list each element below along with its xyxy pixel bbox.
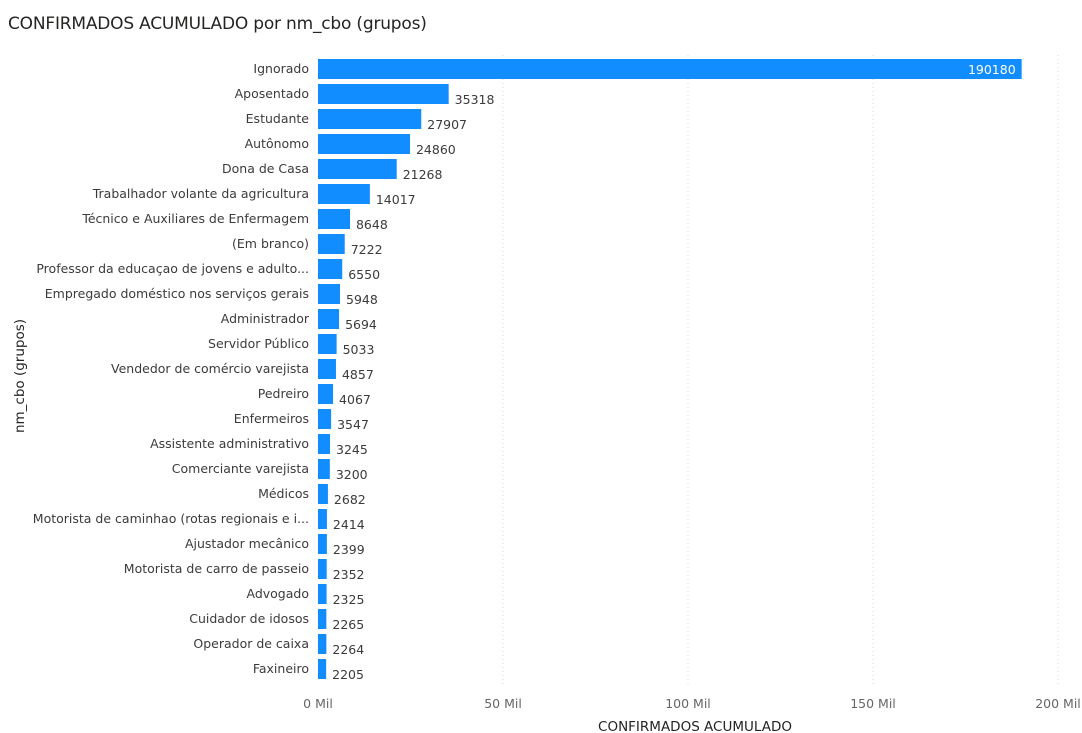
category-label: Motorista de caminhao (rotas regionais e… xyxy=(33,511,309,526)
x-tick-label: 150 Mil xyxy=(850,696,896,711)
category-label: Autônomo xyxy=(245,136,309,151)
bar[interactable] xyxy=(318,84,449,104)
x-axis-title: CONFIRMADOS ACUMULADO xyxy=(598,719,792,733)
category-label: Vendedor de comércio varejista xyxy=(111,361,309,376)
data-label: 2205 xyxy=(332,667,364,682)
bar[interactable] xyxy=(318,159,397,179)
bar[interactable] xyxy=(318,559,327,579)
category-label: Ignorado xyxy=(253,61,309,76)
bar[interactable] xyxy=(318,384,334,404)
bar[interactable] xyxy=(318,184,370,204)
category-label: Motorista de carro de passeio xyxy=(124,561,309,576)
category-label: Estudante xyxy=(246,111,310,126)
data-label: 4067 xyxy=(339,392,371,407)
data-label: 3547 xyxy=(337,417,369,432)
data-label: 8648 xyxy=(356,217,388,232)
data-label: 5033 xyxy=(343,342,375,357)
bar[interactable] xyxy=(318,534,327,554)
category-label: Trabalhador volante da agricultura xyxy=(92,186,309,201)
category-label: Assistente administrativo xyxy=(150,436,309,451)
category-label: Técnico e Auxiliares de Enfermagem xyxy=(81,211,309,226)
bar[interactable] xyxy=(318,459,330,479)
bar[interactable] xyxy=(318,609,327,629)
category-label: Ajustador mecânico xyxy=(185,536,309,551)
data-label: 2352 xyxy=(333,567,365,582)
category-label: Médicos xyxy=(258,486,309,501)
category-label: Pedreiro xyxy=(258,386,309,401)
bar[interactable] xyxy=(318,59,1022,79)
category-label: Cuidador de idosos xyxy=(189,611,309,626)
category-label: Dona de Casa xyxy=(222,161,309,176)
data-label: 5694 xyxy=(345,317,377,332)
y-axis-title: nm_cbo (grupos) xyxy=(12,319,28,433)
bar[interactable] xyxy=(318,359,336,379)
category-label: Enfermeiros xyxy=(234,411,309,426)
bar[interactable] xyxy=(318,334,337,354)
category-label: Empregado doméstico nos serviços gerais xyxy=(45,286,309,301)
data-label: 27907 xyxy=(427,117,467,132)
data-label: 35318 xyxy=(455,92,495,107)
bar[interactable] xyxy=(318,584,327,604)
bar[interactable] xyxy=(318,484,328,504)
data-label: 2264 xyxy=(332,642,364,657)
x-tick-label: 200 Mil xyxy=(1035,696,1081,711)
category-label: Professor da educaçao de jovens e adulto… xyxy=(36,261,309,276)
bar[interactable] xyxy=(318,309,340,329)
data-label: 2399 xyxy=(333,542,365,557)
data-label: 190180 xyxy=(968,62,1016,77)
bar[interactable] xyxy=(318,209,350,229)
bar[interactable] xyxy=(318,434,331,454)
data-label: 24860 xyxy=(416,142,456,157)
category-label: (Em branco) xyxy=(232,236,309,251)
category-label: Operador de caixa xyxy=(193,636,309,651)
data-label: 2682 xyxy=(334,492,366,507)
bar[interactable] xyxy=(318,109,422,129)
data-label: 2325 xyxy=(333,592,365,607)
bar[interactable] xyxy=(318,659,327,679)
data-label: 14017 xyxy=(376,192,416,207)
data-label: 21268 xyxy=(403,167,443,182)
chart-title: CONFIRMADOS ACUMULADO por nm_cbo (grupos… xyxy=(8,14,427,34)
category-label: Faxineiro xyxy=(253,661,309,676)
category-label: Administrador xyxy=(221,311,310,326)
bar[interactable] xyxy=(318,634,327,654)
x-tick-label: 50 Mil xyxy=(484,696,522,711)
data-label: 5948 xyxy=(346,292,378,307)
data-label: 6550 xyxy=(348,267,380,282)
data-label: 3200 xyxy=(336,467,368,482)
category-label: Comerciante varejista xyxy=(172,461,309,476)
bar[interactable] xyxy=(318,259,343,279)
bar[interactable] xyxy=(318,509,327,529)
data-label: 3245 xyxy=(336,442,368,457)
category-label: Advogado xyxy=(247,586,310,601)
bar[interactable] xyxy=(318,134,410,154)
x-tick-label: 0 Mil xyxy=(303,696,333,711)
data-label: 7222 xyxy=(351,242,383,257)
data-label: 2265 xyxy=(332,617,364,632)
category-label: Servidor Público xyxy=(208,336,309,351)
data-label: 2414 xyxy=(333,517,365,532)
category-label: Aposentado xyxy=(235,86,309,101)
data-label: 4857 xyxy=(342,367,374,382)
bar[interactable] xyxy=(318,234,345,254)
bar[interactable] xyxy=(318,409,332,429)
x-tick-label: 100 Mil xyxy=(665,696,711,711)
bar[interactable] xyxy=(318,284,341,304)
